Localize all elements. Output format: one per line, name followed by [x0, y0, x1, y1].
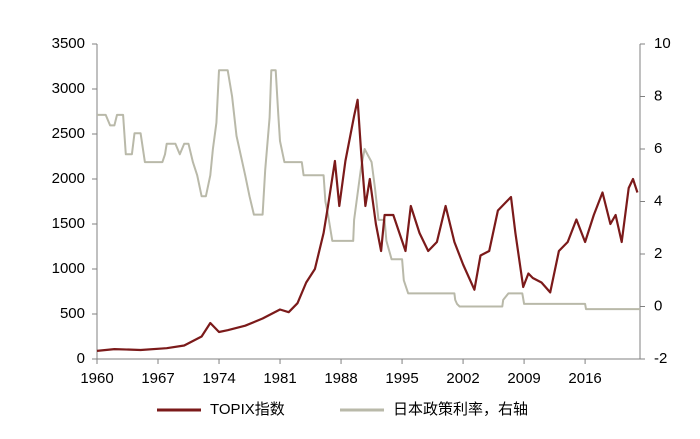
y2-tick-label: 0 — [654, 297, 662, 314]
x-tick-label: 1988 — [324, 370, 357, 387]
y-tick-label: 3500 — [52, 35, 85, 52]
x-tick-label: 2016 — [568, 370, 601, 387]
x-tick-label: 1974 — [202, 370, 235, 387]
y2-tick-label: -2 — [654, 350, 667, 367]
y2-tick-label: 2 — [654, 245, 662, 262]
x-tick-label: 2009 — [507, 370, 540, 387]
series-line — [96, 98, 639, 352]
y-tick-label: 0 — [77, 350, 85, 367]
y-tick-label: 2500 — [52, 125, 85, 142]
legend-label: 日本政策利率，右轴 — [393, 401, 528, 418]
y-tick-label: 1000 — [52, 260, 85, 277]
y2-tick-label: 10 — [654, 35, 671, 52]
y2-tick-label: 4 — [654, 192, 662, 209]
x-tick-label: 1960 — [80, 370, 113, 387]
y2-tick-label: 6 — [654, 140, 662, 157]
y-tick-label: 1500 — [52, 215, 85, 232]
x-tick-label: 2002 — [446, 370, 479, 387]
legend-label: TOPIX指数 — [210, 401, 285, 418]
y-tick-label: 500 — [60, 305, 85, 322]
x-tick-label: 1981 — [263, 370, 296, 387]
y-tick-label: 3000 — [52, 80, 85, 97]
x-tick-label: 1995 — [385, 370, 418, 387]
series-line — [97, 69, 640, 311]
y-tick-label: 2000 — [52, 170, 85, 187]
x-tick-label: 1967 — [141, 370, 174, 387]
y2-tick-label: 8 — [654, 87, 662, 104]
